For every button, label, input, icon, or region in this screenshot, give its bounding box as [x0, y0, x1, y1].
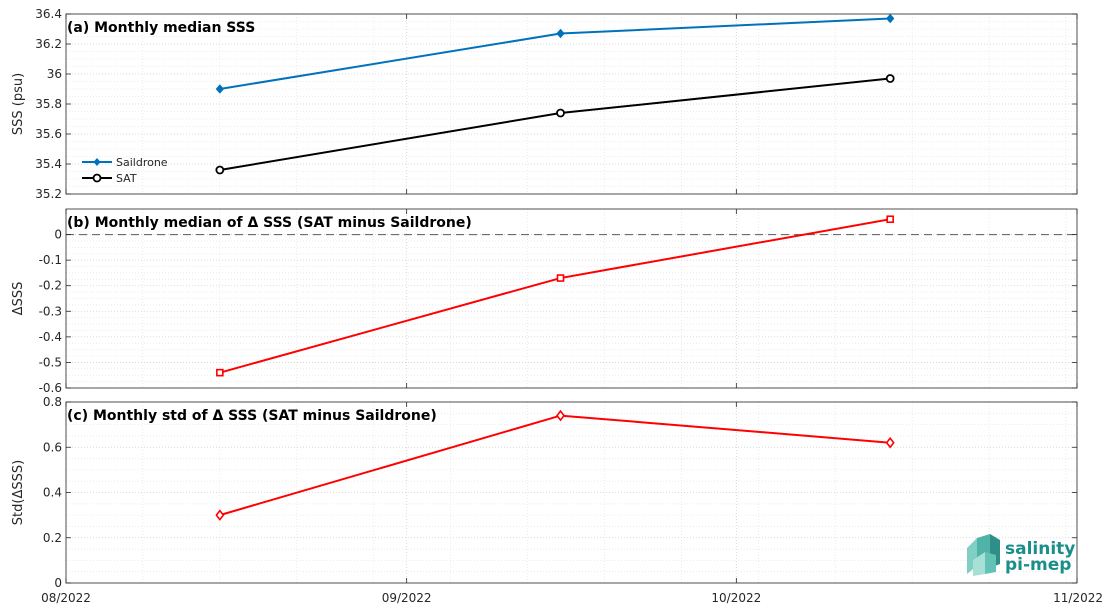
y-tick-label: -0.4	[39, 330, 62, 344]
series-line	[215, 409, 895, 521]
y-tick-label: -0.1	[39, 253, 62, 267]
legend-label: Saildrone	[116, 156, 168, 169]
legend-item-saildrone: Saildrone	[82, 156, 168, 169]
panel-title: (a) Monthly median SSS	[67, 20, 255, 36]
panel-title: (b) Monthly median of Δ SSS (SAT minus S…	[67, 215, 472, 231]
y-tick-label: 0.8	[43, 395, 62, 409]
x-axis: 08/2022 09/2022 10/2022 11/2022	[41, 591, 1103, 605]
data-point	[215, 84, 225, 94]
x-tick-label: 08/2022	[41, 591, 91, 605]
salinity-pi-mep-logo: salinity pi-mep	[967, 534, 1075, 576]
panel-c: 0 0.2 0.4 0.6 0.8 Std(ΔSSS) (c) Monthly std of…	[11, 395, 1078, 590]
data-point	[556, 274, 565, 282]
data-point	[886, 13, 895, 24]
logo-mark-icon	[967, 534, 1000, 576]
y-tick-label: 35.6	[35, 127, 62, 141]
series-sat	[215, 74, 895, 175]
y-tick-label: -0.3	[39, 304, 62, 318]
y-tick-label: 0.2	[43, 531, 62, 545]
y-tick-label: -0.6	[39, 381, 62, 395]
data-point	[555, 409, 566, 422]
y-tick-label: 35.8	[35, 97, 62, 111]
data-point	[556, 108, 565, 118]
y-tick-label: -0.5	[39, 355, 62, 369]
y-axis-label: Std(ΔSSS)	[11, 460, 26, 525]
y-tick-label: 36.4	[35, 7, 62, 21]
data-point	[216, 368, 224, 377]
chart-panels: 35.2 35.4 35.6 35.8 36 36.2 36.4 SSS (psu) (a) M…	[11, 7, 1078, 590]
panel-title: (c) Monthly std of Δ SSS (SAT minus Sail…	[67, 408, 437, 424]
series-line	[216, 215, 894, 377]
x-tick-label: 11/2022	[1053, 591, 1103, 605]
legend-item-sat: SAT	[82, 172, 137, 185]
y-tick-label: 35.4	[35, 157, 62, 171]
data-point	[556, 28, 565, 39]
legend-marker	[93, 158, 101, 166]
panel-b: -0.6 -0.5 -0.4 -0.3 -0.2 -0.1 0 ΔSSS (b) Monthly…	[11, 208, 1078, 395]
y-tick-label: 0.6	[43, 440, 62, 454]
axes-frame	[65, 208, 1078, 389]
data-point	[215, 509, 225, 521]
legend: Saildrone SAT	[82, 156, 168, 185]
series-saildrone	[215, 13, 895, 94]
y-axis-label: ΔSSS	[11, 282, 26, 316]
data-point	[885, 436, 895, 449]
panel-a: 35.2 35.4 35.6 35.8 36 36.2 36.4 SSS (psu) (a) M…	[11, 7, 1078, 201]
y-tick-label: 36	[47, 67, 62, 81]
y-tick-label: 36.2	[35, 37, 62, 51]
logo-text-line2: pi-mep	[1005, 555, 1071, 575]
x-tick-label: 09/2022	[382, 591, 432, 605]
y-tick-label: 0.4	[43, 486, 62, 500]
data-point	[885, 74, 895, 83]
legend-label: SAT	[116, 172, 137, 185]
plot-area	[66, 402, 1077, 583]
y-tick-label: 0	[54, 576, 62, 590]
y-tick-label: 0	[54, 228, 62, 242]
y-tick-label: 35.2	[35, 187, 62, 201]
y-axis-label: SSS (psu)	[11, 73, 26, 135]
y-tick-label: -0.2	[39, 279, 62, 293]
data-point	[886, 215, 894, 224]
x-tick-label: 10/2022	[711, 591, 761, 605]
legend-marker	[92, 173, 102, 183]
data-point	[215, 165, 225, 175]
logo-text-line1: salinity	[1005, 539, 1075, 559]
plot-area	[66, 209, 1077, 388]
